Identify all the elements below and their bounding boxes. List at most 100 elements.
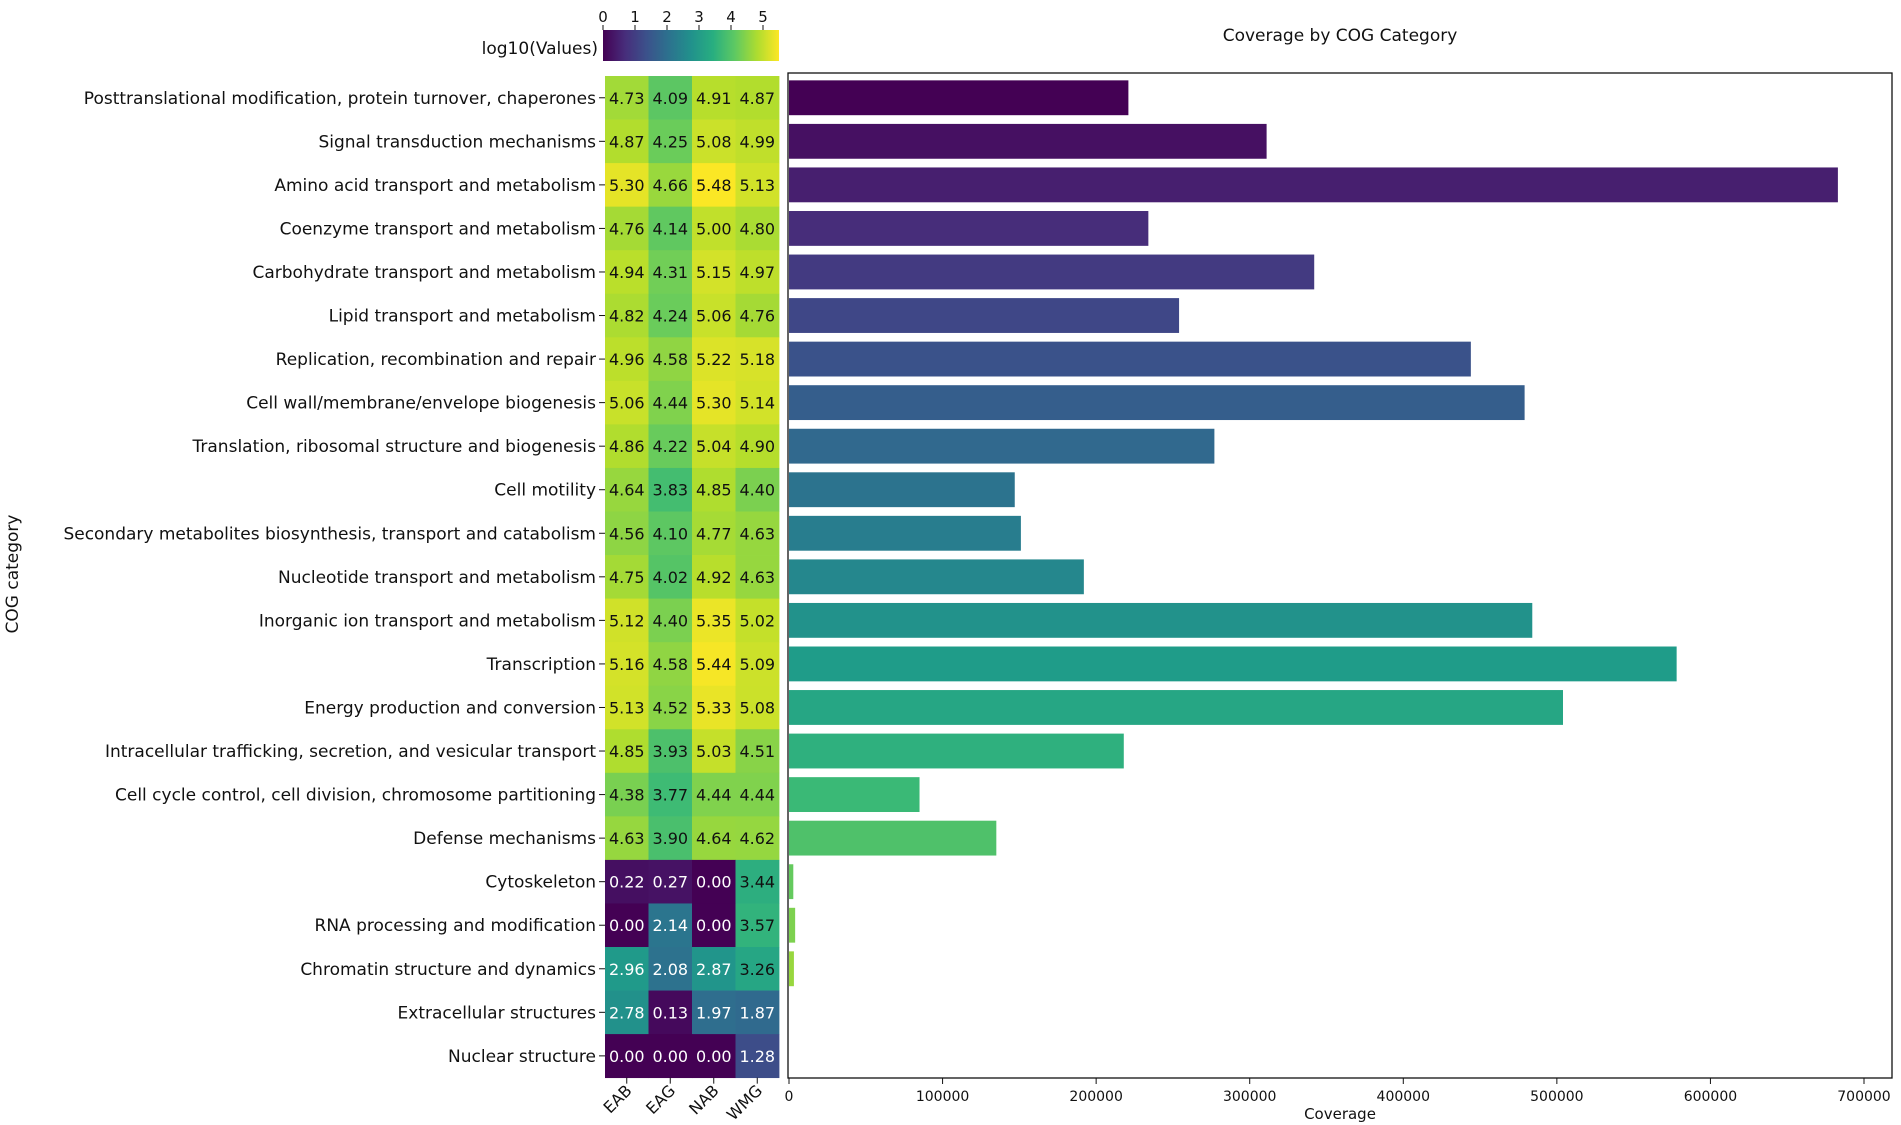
heatmap-cell-cell-cycle-control-cell-division-chromosome-partitioning-eag-label: 3.77 <box>652 786 688 805</box>
heatmap-cell-cell-cycle-control-cell-division-chromosome-partitioning-wmg <box>735 772 780 817</box>
heatmap-cell-lipid-transport-and-metabolism-eab-label: 4.82 <box>609 307 645 326</box>
heatmap-cell-secondary-metabolites-biosynthesis-transport-and-catabolism-nab <box>692 511 736 556</box>
heatmap-cell-intracellular-trafficking-secretion-and-vesicular-transport-eag-label: 3.93 <box>652 742 688 761</box>
heatmap-cell-cell-wall-membrane-envelope-biogenesis-eab <box>605 380 649 425</box>
heatmap-cell-chromatin-structure-and-dynamics-wmg-label: 3.26 <box>739 960 775 979</box>
heatmap-cell-translation-ribosomal-structure-and-biogenesis-eag <box>648 424 693 469</box>
heatmap-cell-coenzyme-transport-and-metabolism-eag <box>648 206 693 251</box>
heatmap-cell-posttranslational-modification-protein-turnover-chaperones-wmg <box>735 76 780 120</box>
bar-nucleotide-transport-and-metabolism <box>789 559 1084 595</box>
heatmap-cell-cell-cycle-control-cell-division-chromosome-partitioning-nab <box>692 772 736 817</box>
column-label-eag: EAG <box>642 1081 679 1118</box>
heatmap-cell-nuclear-structure-eag-label: 0.00 <box>652 1047 688 1066</box>
heatmap-cell-posttranslational-modification-protein-turnover-chaperones-nab-label: 4.91 <box>696 89 732 108</box>
heatmap-cell-cell-wall-membrane-envelope-biogenesis-wmg-label: 5.14 <box>739 394 775 413</box>
heatmap-cell-rna-processing-and-modification-eab <box>605 903 649 948</box>
heatmap-cell-nucleotide-transport-and-metabolism-wmg <box>735 555 780 599</box>
y-axis-label: COG category <box>3 515 23 634</box>
heatmap-cell-signal-transduction-mechanisms-nab-label: 5.08 <box>696 132 732 151</box>
heatmap-cell-chromatin-structure-and-dynamics-eag-label: 2.08 <box>652 960 688 979</box>
bar-chart-frame <box>787 72 1893 1079</box>
heatmap-cell-defense-mechanisms-wmg-label: 4.62 <box>739 829 775 848</box>
colorbar-tick-label: 1 <box>630 8 640 26</box>
heatmap-cell-inorganic-ion-transport-and-metabolism-eab <box>605 598 649 643</box>
heatmap-cell-extracellular-structures-wmg-label: 1.87 <box>739 1003 775 1022</box>
row-label-amino-acid-transport-and-metabolism: Amino acid transport and metabolism <box>274 176 596 196</box>
heatmap-cell-coenzyme-transport-and-metabolism-wmg <box>735 206 780 251</box>
row-label-inorganic-ion-transport-and-metabolism: Inorganic ion transport and metabolism <box>259 611 596 631</box>
row-label-chromatin-structure-and-dynamics: Chromatin structure and dynamics <box>300 960 596 980</box>
heatmap-cell-carbohydrate-transport-and-metabolism-eag <box>648 250 693 295</box>
heatmap-cell-posttranslational-modification-protein-turnover-chaperones-eag <box>648 76 693 120</box>
heatmap-cell-cell-cycle-control-cell-division-chromosome-partitioning-wmg-label: 4.44 <box>739 786 775 805</box>
heatmap-cell-defense-mechanisms-eab <box>605 816 649 861</box>
heatmap-cell-signal-transduction-mechanisms-wmg-label: 4.99 <box>739 132 775 151</box>
heatmap-cell-cell-motility-eag <box>648 467 693 512</box>
bar-secondary-metabolites-biosynthesis-transport-and-catabolism <box>789 515 1021 551</box>
heatmap-cell-nuclear-structure-eab-label: 0.00 <box>609 1047 645 1066</box>
heatmap-cell-signal-transduction-mechanisms-nab <box>692 119 736 164</box>
heatmap-cell-lipid-transport-and-metabolism-eab <box>605 293 649 338</box>
heatmap-cell-rna-processing-and-modification-nab <box>692 903 736 948</box>
heatmap-cell-nucleotide-transport-and-metabolism-wmg-label: 4.63 <box>739 568 775 587</box>
heatmap-cell-cell-motility-eab-label: 4.64 <box>609 481 645 500</box>
heatmap-cell-inorganic-ion-transport-and-metabolism-wmg-label: 5.02 <box>739 611 775 630</box>
heatmap-cell-replication-recombination-and-repair-wmg <box>735 337 780 382</box>
heatmap-cell-carbohydrate-transport-and-metabolism-eag-label: 4.31 <box>652 263 688 282</box>
row-label-translation-ribosomal-structure-and-biogenesis: Translation, ribosomal structure and bio… <box>192 437 597 457</box>
heatmap-cell-lipid-transport-and-metabolism-eag-label: 4.24 <box>652 307 688 326</box>
heatmap-cell-extracellular-structures-eab-label: 2.78 <box>609 1003 645 1022</box>
heatmap-cell-cytoskeleton-eab-label: 0.22 <box>609 873 645 892</box>
heatmap-cell-amino-acid-transport-and-metabolism-eag-label: 4.66 <box>652 176 688 195</box>
bar-posttranslational-modification-protein-turnover-chaperones <box>789 80 1129 116</box>
heatmap-cell-extracellular-structures-eab <box>605 990 649 1035</box>
row-label-signal-transduction-mechanisms: Signal transduction mechanisms <box>318 132 596 152</box>
heatmap-cell-nuclear-structure-eag <box>648 1034 693 1079</box>
x-axis-label: Coverage <box>1304 1105 1376 1123</box>
heatmap-cell-amino-acid-transport-and-metabolism-eab-label: 5.30 <box>609 176 645 195</box>
heatmap-cell-replication-recombination-and-repair-eab <box>605 337 649 382</box>
row-label-cell-motility: Cell motility <box>494 481 596 501</box>
heatmap-cell-lipid-transport-and-metabolism-wmg-label: 4.76 <box>739 307 775 326</box>
heatmap-cell-nucleotide-transport-and-metabolism-eab-label: 4.75 <box>609 568 645 587</box>
x-tick-label: 400000 <box>1377 1089 1430 1105</box>
heatmap-cell-nuclear-structure-wmg <box>735 1034 780 1079</box>
row-label-coenzyme-transport-and-metabolism: Coenzyme transport and metabolism <box>280 219 596 239</box>
column-label-eab: EAB <box>599 1081 635 1117</box>
heatmap-cell-inorganic-ion-transport-and-metabolism-nab <box>692 598 736 643</box>
heatmap-cell-posttranslational-modification-protein-turnover-chaperones-eab-label: 4.73 <box>609 89 645 108</box>
row-label-cytoskeleton: Cytoskeleton <box>485 873 596 893</box>
heatmap-cell-coenzyme-transport-and-metabolism-nab <box>692 206 736 251</box>
heatmap-cell-replication-recombination-and-repair-eag <box>648 337 693 382</box>
heatmap-cell-secondary-metabolites-biosynthesis-transport-and-catabolism-eab-label: 4.56 <box>609 524 645 543</box>
heatmap-cell-extracellular-structures-wmg <box>735 990 780 1035</box>
row-label-rna-processing-and-modification: RNA processing and modification <box>315 916 596 936</box>
row-label-intracellular-trafficking-secretion-and-vesicular-transport: Intracellular trafficking, secretion, an… <box>105 742 596 762</box>
heatmap-cell-defense-mechanisms-nab-label: 4.64 <box>696 829 732 848</box>
heatmap-cell-carbohydrate-transport-and-metabolism-wmg <box>735 250 780 295</box>
heatmap-cell-rna-processing-and-modification-eab-label: 0.00 <box>609 916 645 935</box>
heatmap-cell-signal-transduction-mechanisms-eag <box>648 119 693 164</box>
bar-cell-wall-membrane-envelope-biogenesis <box>789 385 1525 421</box>
heatmap-cell-lipid-transport-and-metabolism-nab <box>692 293 736 338</box>
heatmap-cell-intracellular-trafficking-secretion-and-vesicular-transport-nab-label: 5.03 <box>696 742 732 761</box>
heatmap-cell-transcription-wmg <box>735 642 780 687</box>
bar-rna-processing-and-modification <box>789 907 796 943</box>
heatmap-cell-intracellular-trafficking-secretion-and-vesicular-transport-eab <box>605 729 649 774</box>
row-label-energy-production-and-conversion: Energy production and conversion <box>304 698 596 718</box>
heatmap-cell-nucleotide-transport-and-metabolism-eag <box>648 555 693 599</box>
heatmap-cell-cell-cycle-control-cell-division-chromosome-partitioning-nab-label: 4.44 <box>696 786 732 805</box>
heatmap-cell-amino-acid-transport-and-metabolism-nab <box>692 163 736 208</box>
heatmap-cell-replication-recombination-and-repair-nab-label: 5.22 <box>696 350 732 369</box>
heatmap-cell-cell-wall-membrane-envelope-biogenesis-nab-label: 5.30 <box>696 394 732 413</box>
heatmap-cell-posttranslational-modification-protein-turnover-chaperones-wmg-label: 4.87 <box>739 89 775 108</box>
heatmap-cell-nuclear-structure-nab <box>692 1034 736 1079</box>
x-tick-label: 200000 <box>1069 1089 1122 1105</box>
heatmap-cell-cell-wall-membrane-envelope-biogenesis-eab-label: 5.06 <box>609 394 645 413</box>
heatmap-cell-energy-production-and-conversion-nab <box>692 685 736 730</box>
heatmap-cell-carbohydrate-transport-and-metabolism-nab <box>692 250 736 295</box>
heatmap-cell-translation-ribosomal-structure-and-biogenesis-eag-label: 4.22 <box>652 437 688 456</box>
heatmap-cell-secondary-metabolites-biosynthesis-transport-and-catabolism-eag <box>648 511 693 556</box>
bar-chromatin-structure-and-dynamics <box>789 951 794 987</box>
